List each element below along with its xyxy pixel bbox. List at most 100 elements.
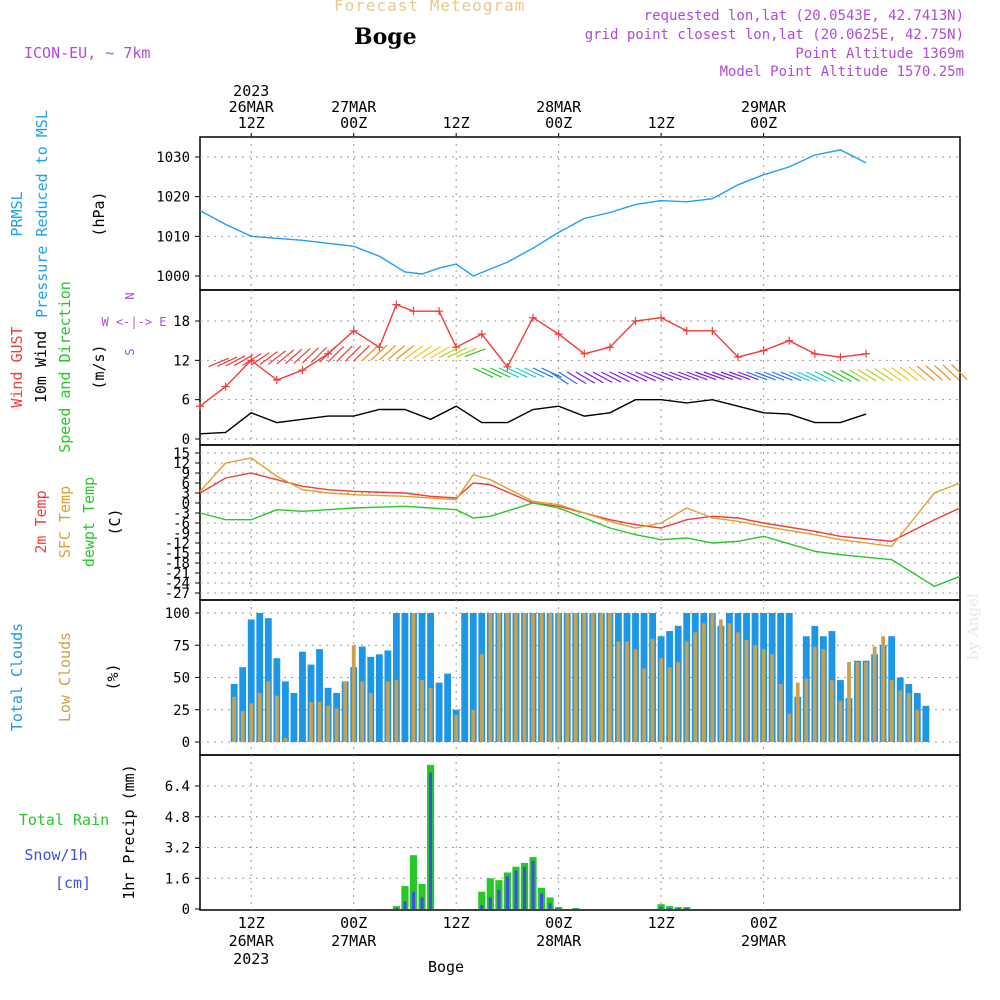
low-cloud-bar [411, 613, 416, 742]
low-cloud-bar [360, 681, 365, 742]
low-cloud-bar [368, 692, 373, 742]
rain-bar [657, 904, 665, 909]
low-cloud-bar [659, 658, 664, 742]
wind-arrow [695, 371, 717, 381]
wind-arrow [464, 348, 486, 358]
wind-arrow [233, 354, 254, 367]
temperature-series-sfc-temp [199, 457, 961, 548]
low-cloud-bar [309, 702, 313, 742]
model-label: ICON-EU, ~ 7km [24, 44, 151, 62]
temperature-ytick-label: -15 [165, 546, 190, 562]
wind-ytick-label: 6 [182, 393, 190, 409]
wind-series-gust-marker [392, 300, 401, 309]
wind-arrow [438, 346, 459, 359]
time-label-bottom: 27MAR [331, 932, 377, 950]
snow-bar [403, 901, 407, 909]
wind-series-gust-marker [409, 307, 418, 316]
total-cloud-bar [777, 613, 785, 742]
wind-arrow [404, 345, 424, 360]
wind-series-gust-marker [580, 349, 589, 358]
snow-bar [531, 860, 535, 909]
low-cloud-bar [812, 646, 817, 742]
wind-arrow [575, 371, 596, 384]
temperature-ytick-label: -18 [165, 556, 190, 572]
wind-arrow [507, 367, 528, 378]
clouds-ytick-label: 50 [173, 671, 190, 687]
pressure-axis-label: (hPa) [90, 191, 108, 236]
wind-arrow [660, 371, 682, 381]
temperature-axis-label: (C) [106, 508, 124, 535]
low-cloud-bar [625, 641, 629, 742]
precip-snow-label: Snow/1h [24, 846, 87, 864]
wind-arrow [276, 349, 295, 365]
wind-arrow [754, 371, 776, 381]
wind-arrow [250, 352, 270, 366]
wind-arrow [284, 348, 303, 365]
precip-ytick-label: 1.6 [165, 871, 190, 887]
low-cloud-bar [343, 681, 348, 742]
low-cloud-bar [744, 640, 749, 742]
low-cloud-bar [761, 649, 766, 742]
temperature-axis-label: 2m Temp [32, 490, 50, 553]
wind-arrow [259, 351, 278, 366]
wind-axis-label: Wind GUST [8, 326, 26, 407]
total-cloud-bar [239, 667, 247, 742]
low-cloud-bar [326, 705, 330, 742]
total-cloud-bar [264, 618, 272, 742]
time-label-top: 12Z [648, 114, 675, 132]
wind-arrow [327, 345, 345, 363]
snow-bar [394, 908, 398, 909]
wind-series-gust-marker [452, 343, 461, 352]
low-cloud-bar [830, 680, 834, 742]
wind-arrow [857, 368, 877, 382]
compass-we: W <-|-> E [101, 315, 166, 329]
snow-bar [676, 908, 680, 909]
snow-bar [548, 903, 552, 909]
precip-ytick-label: 4.8 [165, 810, 190, 826]
wind-arrow [242, 353, 262, 366]
total-cloud-bar [299, 651, 306, 742]
wind-arrow [780, 371, 802, 382]
clouds-ytick-label: 0 [182, 735, 190, 751]
low-cloud-bar [676, 662, 681, 742]
time-label-bottom: 12Z [238, 914, 265, 932]
wind-series-10m-wind [199, 398, 867, 435]
total-cloud-bar [392, 613, 400, 742]
snow-bar [497, 889, 501, 909]
time-label-bottom: 2023 [233, 950, 269, 968]
temperature-axis-label: dewpt Temp [80, 477, 98, 567]
wind-arrow [643, 371, 665, 382]
wind-arrow [490, 367, 511, 378]
rain-bar [392, 906, 400, 909]
rain-bar [418, 884, 426, 909]
rain-bar [486, 878, 494, 909]
low-cloud-bar [496, 613, 501, 742]
wind-series-gust-marker [272, 376, 281, 384]
wind-series-gust-marker [435, 307, 444, 316]
wind-ytick-label: 12 [173, 353, 190, 369]
low-cloud-bar [650, 638, 655, 742]
temperature-series-2m-temp [199, 472, 961, 543]
wind-arrow [387, 345, 406, 361]
total-cloud-bar [281, 681, 289, 742]
low-cloud-bar [257, 692, 262, 742]
time-label-top: 28MAR [536, 98, 582, 116]
time-label-bottom: 12Z [648, 914, 675, 932]
station-name: Boge [354, 24, 417, 50]
low-cloud-bar [855, 662, 860, 742]
requested-coords: requested lon,lat (20.0543E, 42.7413N) [643, 8, 964, 24]
low-cloud-bar [710, 613, 715, 742]
low-cloud-bar [693, 632, 698, 742]
low-cloud-bar [872, 646, 877, 742]
low-cloud-bar [778, 683, 783, 742]
pressure-axis-label: PRMSL [8, 191, 26, 236]
clouds-ytick-label: 100 [165, 606, 190, 622]
low-cloud-bar [633, 649, 638, 742]
temperature-series-dewpt-temp [199, 502, 961, 588]
wind-arrow [712, 371, 734, 381]
wind-frame [199, 289, 961, 446]
wind-series-gust-marker [682, 326, 691, 335]
temperature-ytick-label: -12 [165, 536, 190, 552]
wind-arrow [361, 345, 379, 362]
low-cloud-bar [821, 649, 826, 742]
